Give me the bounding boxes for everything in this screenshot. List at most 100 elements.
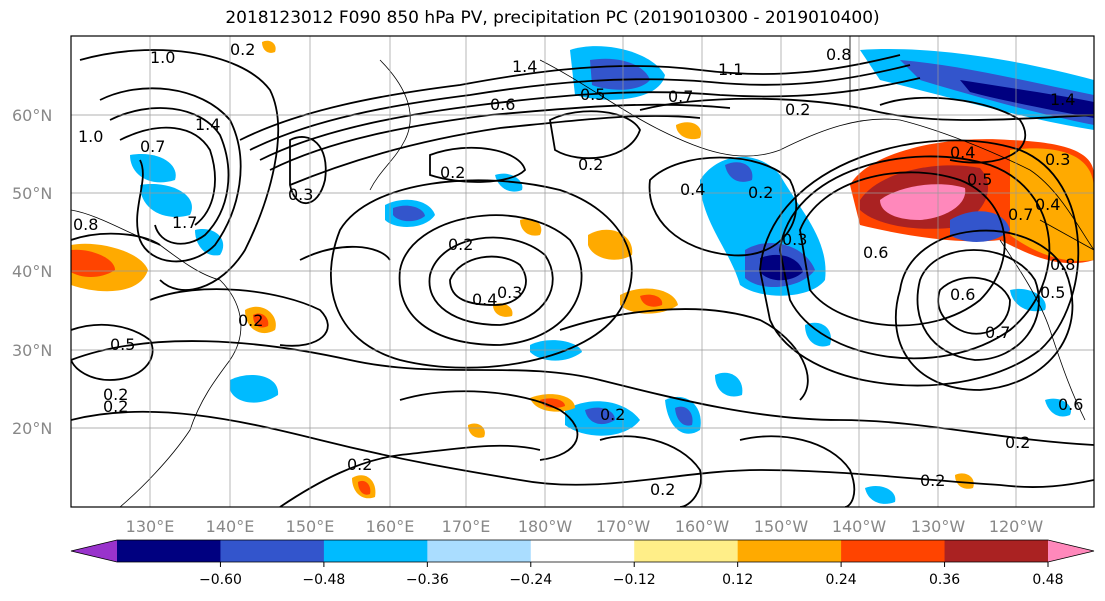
coast-asia xyxy=(71,209,242,507)
contour-label: 0.2 xyxy=(920,471,945,490)
contour-label: 0.2 xyxy=(103,385,128,404)
precip-positive-mid-d xyxy=(676,122,701,140)
precip-positive-mid-a xyxy=(588,229,633,260)
contour-label: 0.3 xyxy=(782,230,807,249)
colorbar-tick-label: 0.12 xyxy=(722,572,753,588)
lon-label: 150°W xyxy=(754,517,809,536)
precip-negative-south-e xyxy=(715,372,743,397)
colorbar-tick-label: 0.36 xyxy=(929,572,960,588)
pv-subtropical-2 xyxy=(71,410,1094,488)
pv-mid-2 xyxy=(299,245,391,261)
colorbar-segment xyxy=(530,540,635,562)
pv-jet-contour-5 xyxy=(289,115,701,186)
pv-east-low-1 xyxy=(937,276,1011,335)
contour-label: 0.8 xyxy=(1050,255,1075,274)
contour-label: 1.1 xyxy=(718,60,743,79)
longitude-labels: 130°E 140°E 150°E 160°E 170°E 180°W 170°… xyxy=(126,517,1044,536)
pv-subtropical-3 xyxy=(279,444,541,507)
precip-negative-ne-b xyxy=(1010,288,1046,312)
pv-east-ring-1 xyxy=(799,171,1006,327)
coast-kamchatka xyxy=(369,59,411,191)
colorbar-tick-label: −0.48 xyxy=(302,572,345,588)
colorbar-segment xyxy=(323,540,428,562)
pv-far-west-2 xyxy=(71,323,154,381)
colorbar: −0.60 −0.48 −0.36 −0.24 −0.12 0.12 0.24 0.36 0.4… xyxy=(70,539,1095,588)
precip-negative-ne-c xyxy=(1045,398,1071,417)
pv-subtropical-5 xyxy=(739,435,856,507)
precip-negative-japan-south xyxy=(140,184,192,217)
precip-negative-kuril-core xyxy=(393,205,425,222)
contour-label: 0.7 xyxy=(985,323,1010,342)
contour-label: 0.2 xyxy=(578,155,603,174)
precip-positive-fuji-core xyxy=(253,313,269,328)
contour-label: 0.2 xyxy=(748,183,773,202)
pv-center-low-1 xyxy=(449,255,527,306)
contour-label: 0.5 xyxy=(580,85,605,104)
contour-label-group: 1.0 1.0 1.4 0.7 1.7 0.8 0.3 0.2 0.2 0.2 … xyxy=(73,40,1083,499)
lat-label: 30°N xyxy=(12,341,52,360)
precip-positive-south-c xyxy=(955,473,974,489)
precip-negative-south-a xyxy=(230,375,279,403)
colorbar-outline xyxy=(70,539,1095,563)
contour-label: 1.0 xyxy=(78,127,103,146)
contour-label: 0.2 xyxy=(600,405,625,424)
pv-north-ring xyxy=(639,97,1094,121)
colorbar-segment xyxy=(841,540,946,562)
colorbar-tick-label: 0.24 xyxy=(826,572,857,588)
lat-label: 20°N xyxy=(12,419,52,438)
pv-central-ring xyxy=(648,156,798,257)
precip-negative-central-peak xyxy=(760,254,803,281)
colorbar-segment xyxy=(634,540,739,562)
contour-label: 0.4 xyxy=(472,290,497,309)
precipitation-shading xyxy=(71,40,1094,504)
contour-label: 0.2 xyxy=(440,163,465,182)
contour-label: 0.2 xyxy=(238,311,263,330)
pv-east-low-2 xyxy=(916,249,1040,361)
pv-far-west xyxy=(71,232,161,246)
pv-loop-2 xyxy=(429,146,526,183)
lon-label: 120°W xyxy=(989,517,1044,536)
pv-east-low-3 xyxy=(895,229,1074,391)
pv-center-low-3 xyxy=(398,214,583,346)
contour-label: 0.6 xyxy=(1058,395,1083,414)
precip-positive-left-core xyxy=(71,249,115,277)
colorbar-extend-low xyxy=(71,540,117,562)
contour-label: 0.6 xyxy=(863,243,888,262)
contour-label: 0.4 xyxy=(680,180,705,199)
contour-label: 1.4 xyxy=(512,57,537,76)
precip-negative-south-d-core xyxy=(675,406,693,426)
contour-label: 0.2 xyxy=(347,455,372,474)
pv-loop-1 xyxy=(289,136,327,204)
pv-japan-trough-2 xyxy=(109,107,230,245)
lon-label: 140°W xyxy=(832,517,887,536)
map-gridlines xyxy=(71,36,1094,507)
lat-label: 40°N xyxy=(12,262,52,281)
pv-jet-contour-2 xyxy=(249,64,911,151)
precip-positive-northwest xyxy=(262,40,276,53)
contour-label: 0.8 xyxy=(826,45,851,64)
pv-mid-1 xyxy=(559,308,809,401)
precip-positive-coast xyxy=(1010,148,1094,261)
pv-subtropical-1 xyxy=(71,340,1094,446)
precip-negative-south-g xyxy=(865,485,896,504)
precip-negative-south-f xyxy=(805,322,831,347)
coast-alaska xyxy=(539,59,1094,251)
lat-label: 50°N xyxy=(12,184,52,203)
colorbar-segment xyxy=(117,540,221,562)
contour-label: 1.7 xyxy=(172,213,197,232)
coast-na-west xyxy=(999,239,1086,421)
colorbar-segment xyxy=(944,540,1049,562)
lon-label: 170°E xyxy=(442,517,491,536)
contour-label: 0.2 xyxy=(785,100,810,119)
lon-label: 180°W xyxy=(518,517,573,536)
lon-label: 160°E xyxy=(366,517,415,536)
precip-negative-ne-a xyxy=(495,173,523,192)
pv-japan-trough-1 xyxy=(99,87,242,263)
contour-label: 0.2 xyxy=(103,397,128,416)
contour-label: 0.3 xyxy=(1045,150,1070,169)
precip-positive-south-b-core xyxy=(358,480,371,495)
lon-label: 150°E xyxy=(286,517,335,536)
precip-positive-south-e xyxy=(493,303,513,317)
pv-center-low-2 xyxy=(428,236,554,326)
